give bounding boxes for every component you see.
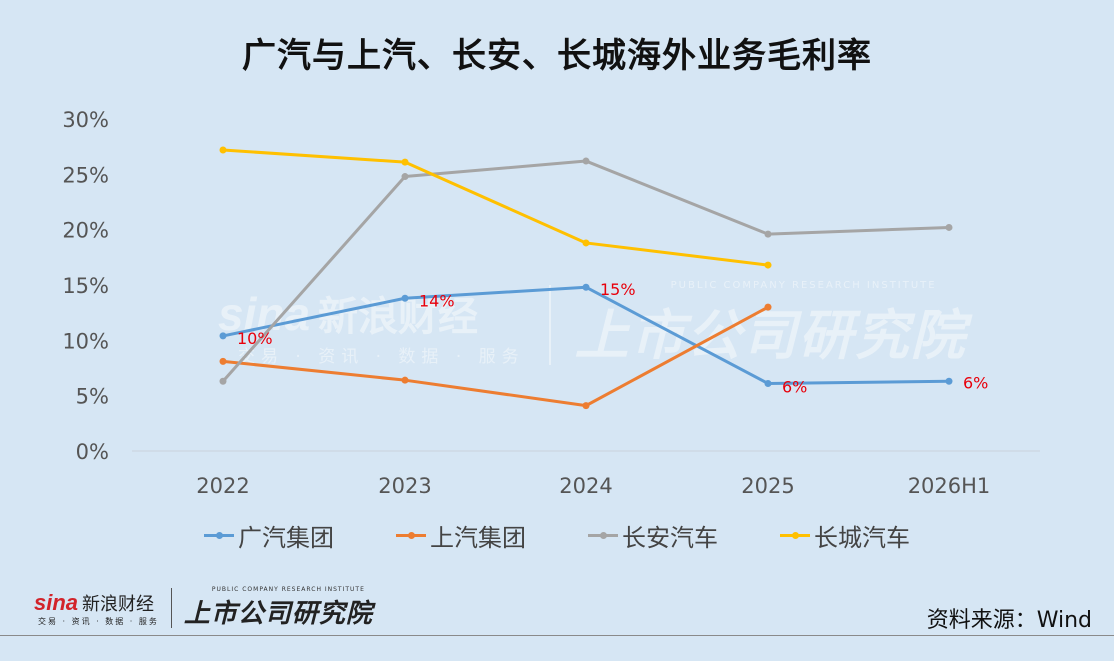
sina-finance-logo: sina 新浪财经 交易 · 资讯 · 数据 · 服务 — [34, 590, 159, 627]
sina-logo-mark: sina — [34, 589, 79, 615]
legend-label: 上汽集团 — [430, 524, 526, 552]
data-point — [219, 332, 227, 340]
legend-item: 长安汽车 — [588, 518, 718, 553]
data-point — [219, 146, 227, 154]
data-label: 10% — [237, 329, 273, 348]
x-tick-label: 2025 — [741, 474, 794, 498]
x-tick-label: 2022 — [196, 474, 249, 498]
data-label: 14% — [419, 291, 455, 310]
y-tick-label: 0% — [76, 440, 109, 464]
sina-finance-tagline: 交易 · 资讯 · 数据 · 服务 — [38, 616, 159, 626]
chart-legend: 广汽集团 上汽集团 长安汽车 长城汽车 — [0, 518, 1114, 553]
y-tick-label: 20% — [62, 219, 109, 243]
series-line — [221, 285, 951, 385]
legend-swatch — [588, 531, 618, 539]
y-tick-label: 30% — [62, 108, 109, 132]
data-point — [582, 402, 590, 410]
legend-swatch — [204, 531, 234, 539]
data-point — [764, 261, 772, 269]
data-point — [945, 223, 953, 231]
data-point — [582, 283, 590, 291]
y-tick-label: 15% — [62, 274, 109, 298]
institute-logo: PUBLIC COMPANY RESEARCH INSTITUTE 上市公司研究… — [184, 586, 373, 630]
data-point — [945, 377, 953, 385]
legend-label: 长安汽车 — [622, 524, 718, 552]
data-point — [401, 173, 409, 181]
legend-item: 广汽集团 — [204, 518, 334, 553]
data-label: 6% — [963, 373, 988, 392]
legend-label: 广汽集团 — [238, 524, 334, 552]
y-tick-label: 10% — [62, 329, 109, 353]
institute-name-en: PUBLIC COMPANY RESEARCH INSTITUTE — [211, 586, 365, 593]
series-layer — [219, 146, 953, 410]
legend-marker — [216, 531, 223, 539]
y-axis: 0% 5% 10% 15% 20% 25% 30% — [62, 108, 109, 464]
legend-marker — [792, 531, 799, 539]
x-tick-label: 2026H1 — [908, 474, 991, 498]
chart-title: 广汽与上汽、长安、长城海外业务毛利率 — [242, 36, 872, 76]
x-axis: 2022 2023 2024 2025 2026H1 — [132, 450, 1040, 498]
source-note: 资料来源：Wind — [926, 608, 1092, 633]
data-point — [764, 230, 772, 238]
data-point — [401, 294, 409, 302]
data-point — [764, 379, 772, 387]
x-tick-label: 2024 — [559, 474, 612, 498]
y-tick-label: 25% — [62, 163, 109, 187]
institute-name-cn: 上市公司研究院 — [183, 599, 373, 629]
legend-item: 长城汽车 — [780, 518, 910, 553]
data-point — [582, 239, 590, 247]
series-line — [221, 159, 951, 383]
legend-marker — [408, 531, 415, 539]
data-label-layer: 10% 14% 15% 6% 6% — [237, 280, 988, 396]
legend-label: 长城汽车 — [814, 524, 910, 552]
data-label: 6% — [782, 377, 807, 396]
data-point — [401, 158, 409, 166]
footer-divider — [0, 635, 1114, 636]
y-tick-label: 5% — [76, 385, 109, 409]
legend-marker — [600, 531, 607, 539]
data-point — [219, 377, 227, 385]
series-line — [221, 305, 770, 408]
data-point — [582, 157, 590, 165]
legend-swatch — [396, 531, 426, 539]
legend-item: 上汽集团 — [396, 518, 526, 553]
data-label: 15% — [600, 280, 636, 299]
series-line — [221, 148, 770, 267]
data-point — [401, 376, 409, 384]
sina-finance-name: 新浪财经 — [82, 593, 155, 615]
data-point — [219, 357, 227, 365]
legend-swatch — [780, 531, 810, 539]
footer-logo-divider — [170, 588, 172, 628]
data-point — [764, 303, 772, 311]
x-tick-label: 2023 — [378, 474, 431, 498]
footer-logo: sina 新浪财经 交易 · 资讯 · 数据 · 服务 PUBLIC COMPA… — [34, 586, 373, 630]
